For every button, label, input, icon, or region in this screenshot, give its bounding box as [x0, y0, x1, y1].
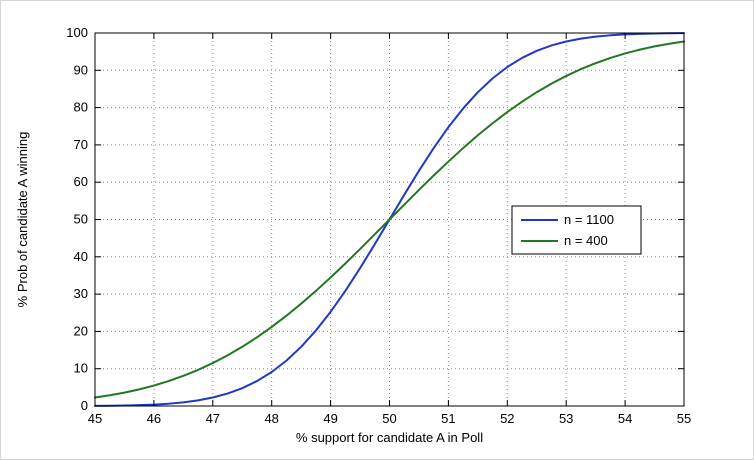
y-tick-label: 80 — [74, 100, 88, 115]
y-axis-label: % Prob of candidate A winning — [15, 132, 30, 308]
x-tick-label: 45 — [88, 411, 102, 426]
y-tick-label: 60 — [74, 174, 88, 189]
y-tick-label: 50 — [74, 212, 88, 227]
axes-box — [94, 32, 685, 407]
y-tick-label: 20 — [74, 323, 88, 338]
x-tick-label: 46 — [147, 411, 161, 426]
x-tick-label: 49 — [323, 411, 337, 426]
x-tick-label: 53 — [559, 411, 573, 426]
x-tick-label: 47 — [206, 411, 220, 426]
x-axis-label: % support for candidate A in Poll — [296, 430, 483, 445]
x-tick-label: 55 — [677, 411, 691, 426]
legend-entry-label: n = 1100 — [564, 212, 614, 227]
curve-n-400 — [94, 40, 685, 399]
x-tick-label: 48 — [264, 411, 278, 426]
x-tick-label: 54 — [618, 411, 632, 426]
y-tick-label: 10 — [74, 361, 88, 376]
y-tick-label: 100 — [66, 25, 88, 40]
y-tick-label: 40 — [74, 249, 88, 264]
legend-box — [511, 205, 642, 255]
labels: 45 46 47 48 49 50 51 52 53 54 55 0 10 20 30 40 50 60 70 80 9… — [15, 25, 691, 445]
y-tick-label: 90 — [74, 62, 88, 77]
legend-entry-label: n = 400 — [564, 233, 608, 248]
y-tick-label: 70 — [74, 137, 88, 152]
x-tick-label: 51 — [441, 411, 455, 426]
y-tick-label: 0 — [81, 398, 88, 413]
legend: n = 1100 n = 400 — [511, 205, 642, 255]
x-tick-label: 50 — [382, 411, 396, 426]
y-tick-label: 30 — [74, 286, 88, 301]
x-tick-label: 52 — [500, 411, 514, 426]
